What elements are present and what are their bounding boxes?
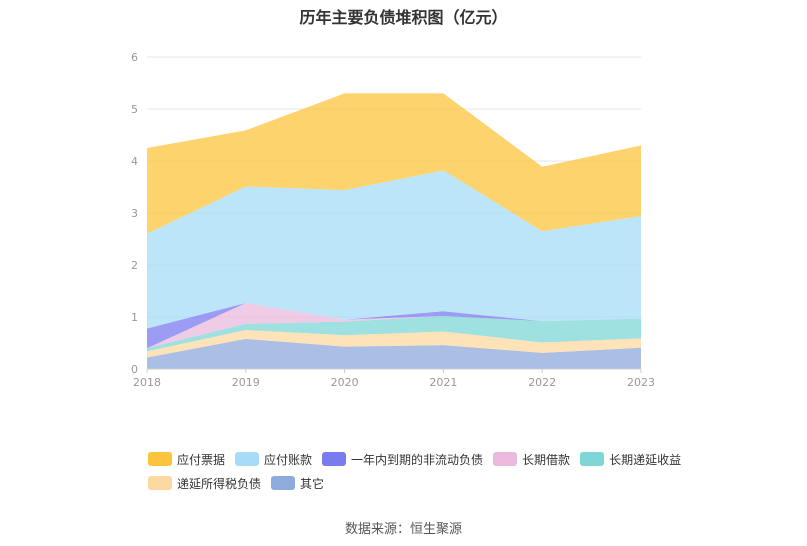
y-tick-label: 3 bbox=[131, 207, 138, 220]
chart-title: 历年主要负债堆积图（亿元） bbox=[299, 8, 508, 27]
area-应付账款 bbox=[147, 170, 641, 329]
legend-item[interactable]: 其它 bbox=[271, 475, 324, 492]
area-长期递延收益 bbox=[147, 315, 641, 352]
legend-label: 应付票据 bbox=[177, 452, 226, 467]
legend-item[interactable]: 长期递延收益 bbox=[580, 451, 681, 468]
x-tick-label: 2021 bbox=[429, 376, 457, 389]
x-tick-label: 2018 bbox=[133, 376, 161, 389]
legend-swatch bbox=[148, 452, 172, 466]
legend-label: 其它 bbox=[300, 476, 325, 491]
chart-legend: 应付票据 应付账款 一年内到期的非流动负债 长期借款 长期递延收益递延所得税负债 其它 bbox=[148, 448, 708, 496]
y-tick-label: 5 bbox=[131, 103, 138, 116]
legend-swatch bbox=[271, 476, 296, 490]
legend-row: 递延所得税负债 其它 bbox=[148, 472, 708, 494]
legend-item[interactable]: 一年内到期的非流动负债 bbox=[322, 451, 483, 468]
legend-swatch bbox=[235, 452, 260, 466]
legend-label: 应付账款 bbox=[264, 452, 313, 467]
x-tick-label: 2023 bbox=[627, 376, 655, 389]
y-tick-label: 2 bbox=[131, 259, 138, 272]
legend-swatch bbox=[580, 452, 605, 466]
area-其它 bbox=[147, 338, 641, 369]
y-tick-label: 1 bbox=[131, 311, 138, 324]
legend-label: 长期借款 bbox=[522, 452, 571, 467]
legend-item[interactable]: 长期借款 bbox=[493, 451, 570, 468]
y-tick-label: 6 bbox=[131, 51, 138, 64]
x-tick-label: 2020 bbox=[331, 376, 359, 389]
legend-row: 应付票据 应付账款 一年内到期的非流动负债 长期借款 长期递延收益 bbox=[148, 448, 708, 470]
legend-swatch bbox=[322, 452, 347, 466]
data-source-note: 数据来源：恒生聚源 bbox=[344, 522, 462, 537]
x-tick-label: 2022 bbox=[528, 376, 556, 389]
x-tick-label: 2019 bbox=[232, 376, 260, 389]
legend-item[interactable]: 应付账款 bbox=[235, 451, 312, 468]
legend-item[interactable]: 应付票据 bbox=[148, 451, 225, 468]
legend-swatch bbox=[148, 476, 172, 490]
y-tick-label: 4 bbox=[131, 155, 138, 168]
y-tick-label: 0 bbox=[131, 363, 138, 376]
area-series bbox=[147, 93, 641, 369]
legend-label: 一年内到期的非流动负债 bbox=[351, 452, 484, 467]
stacked-area-chart: 0 1 2 3 4 5 6 2018 2019 2020 2021 2022 2023 bbox=[131, 51, 655, 389]
axes: 0 1 2 3 4 5 6 2018 2019 2020 2021 2022 2023 bbox=[131, 51, 655, 389]
legend-label: 递延所得税负债 bbox=[177, 476, 262, 491]
legend-item[interactable]: 递延所得税负债 bbox=[148, 475, 261, 492]
legend-swatch bbox=[493, 452, 518, 466]
area-长期借款 bbox=[147, 302, 641, 349]
legend-label: 长期递延收益 bbox=[609, 452, 682, 467]
area-递延所得税负债 bbox=[147, 330, 641, 358]
area-应付票据 bbox=[147, 93, 641, 234]
